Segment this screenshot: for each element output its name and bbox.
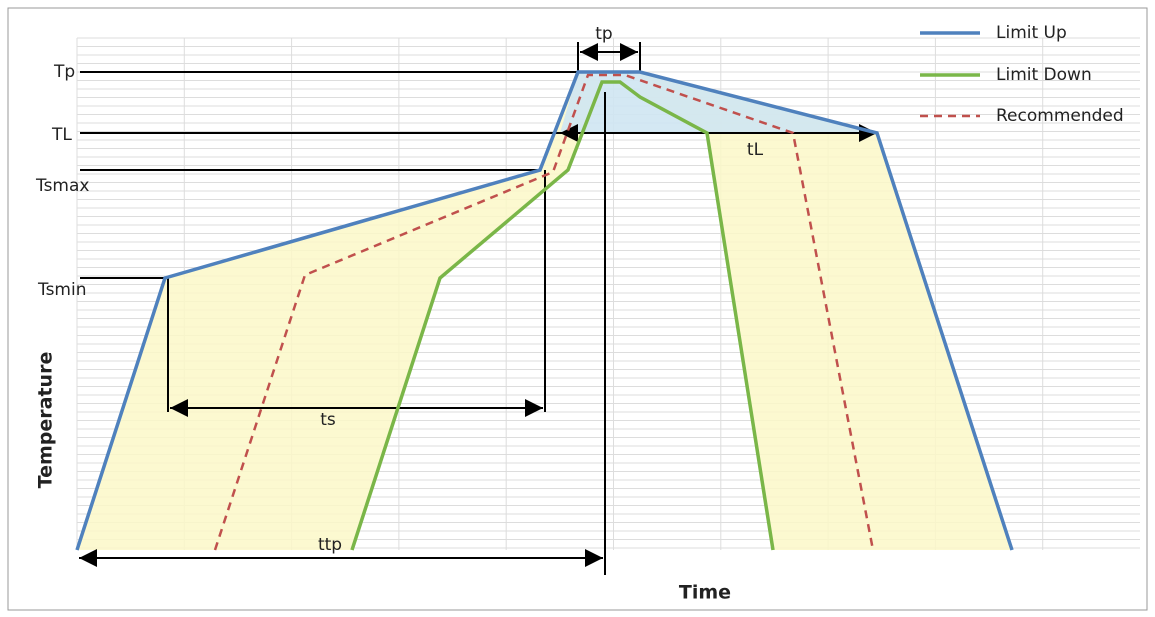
y-axis-label: Temperature (35, 352, 57, 489)
x-axis-label: Time (679, 582, 731, 604)
ttp-interval: ttp (318, 535, 342, 555)
tp-interval: tp (595, 24, 612, 44)
legend-item: Limit Down (996, 65, 1092, 85)
legend-item: Recommended (996, 106, 1124, 126)
legend-item: Limit Up (996, 23, 1067, 43)
tl-interval: tL (747, 140, 764, 160)
limit-up-line (75, 70, 1014, 551)
annotation-lines (79, 42, 877, 575)
tsmin-label: Tsmin (37, 280, 87, 300)
tsmax-label: Tsmax (35, 176, 89, 196)
recommended-line (213, 73, 875, 551)
tp-label: Tp (53, 62, 75, 82)
limit-down-line (350, 80, 775, 551)
ts-interval: ts (320, 410, 336, 430)
legend: Limit Up Limit Down Recommended (920, 23, 1124, 126)
fill-top (560, 72, 877, 133)
tl-label: TL (51, 125, 72, 145)
